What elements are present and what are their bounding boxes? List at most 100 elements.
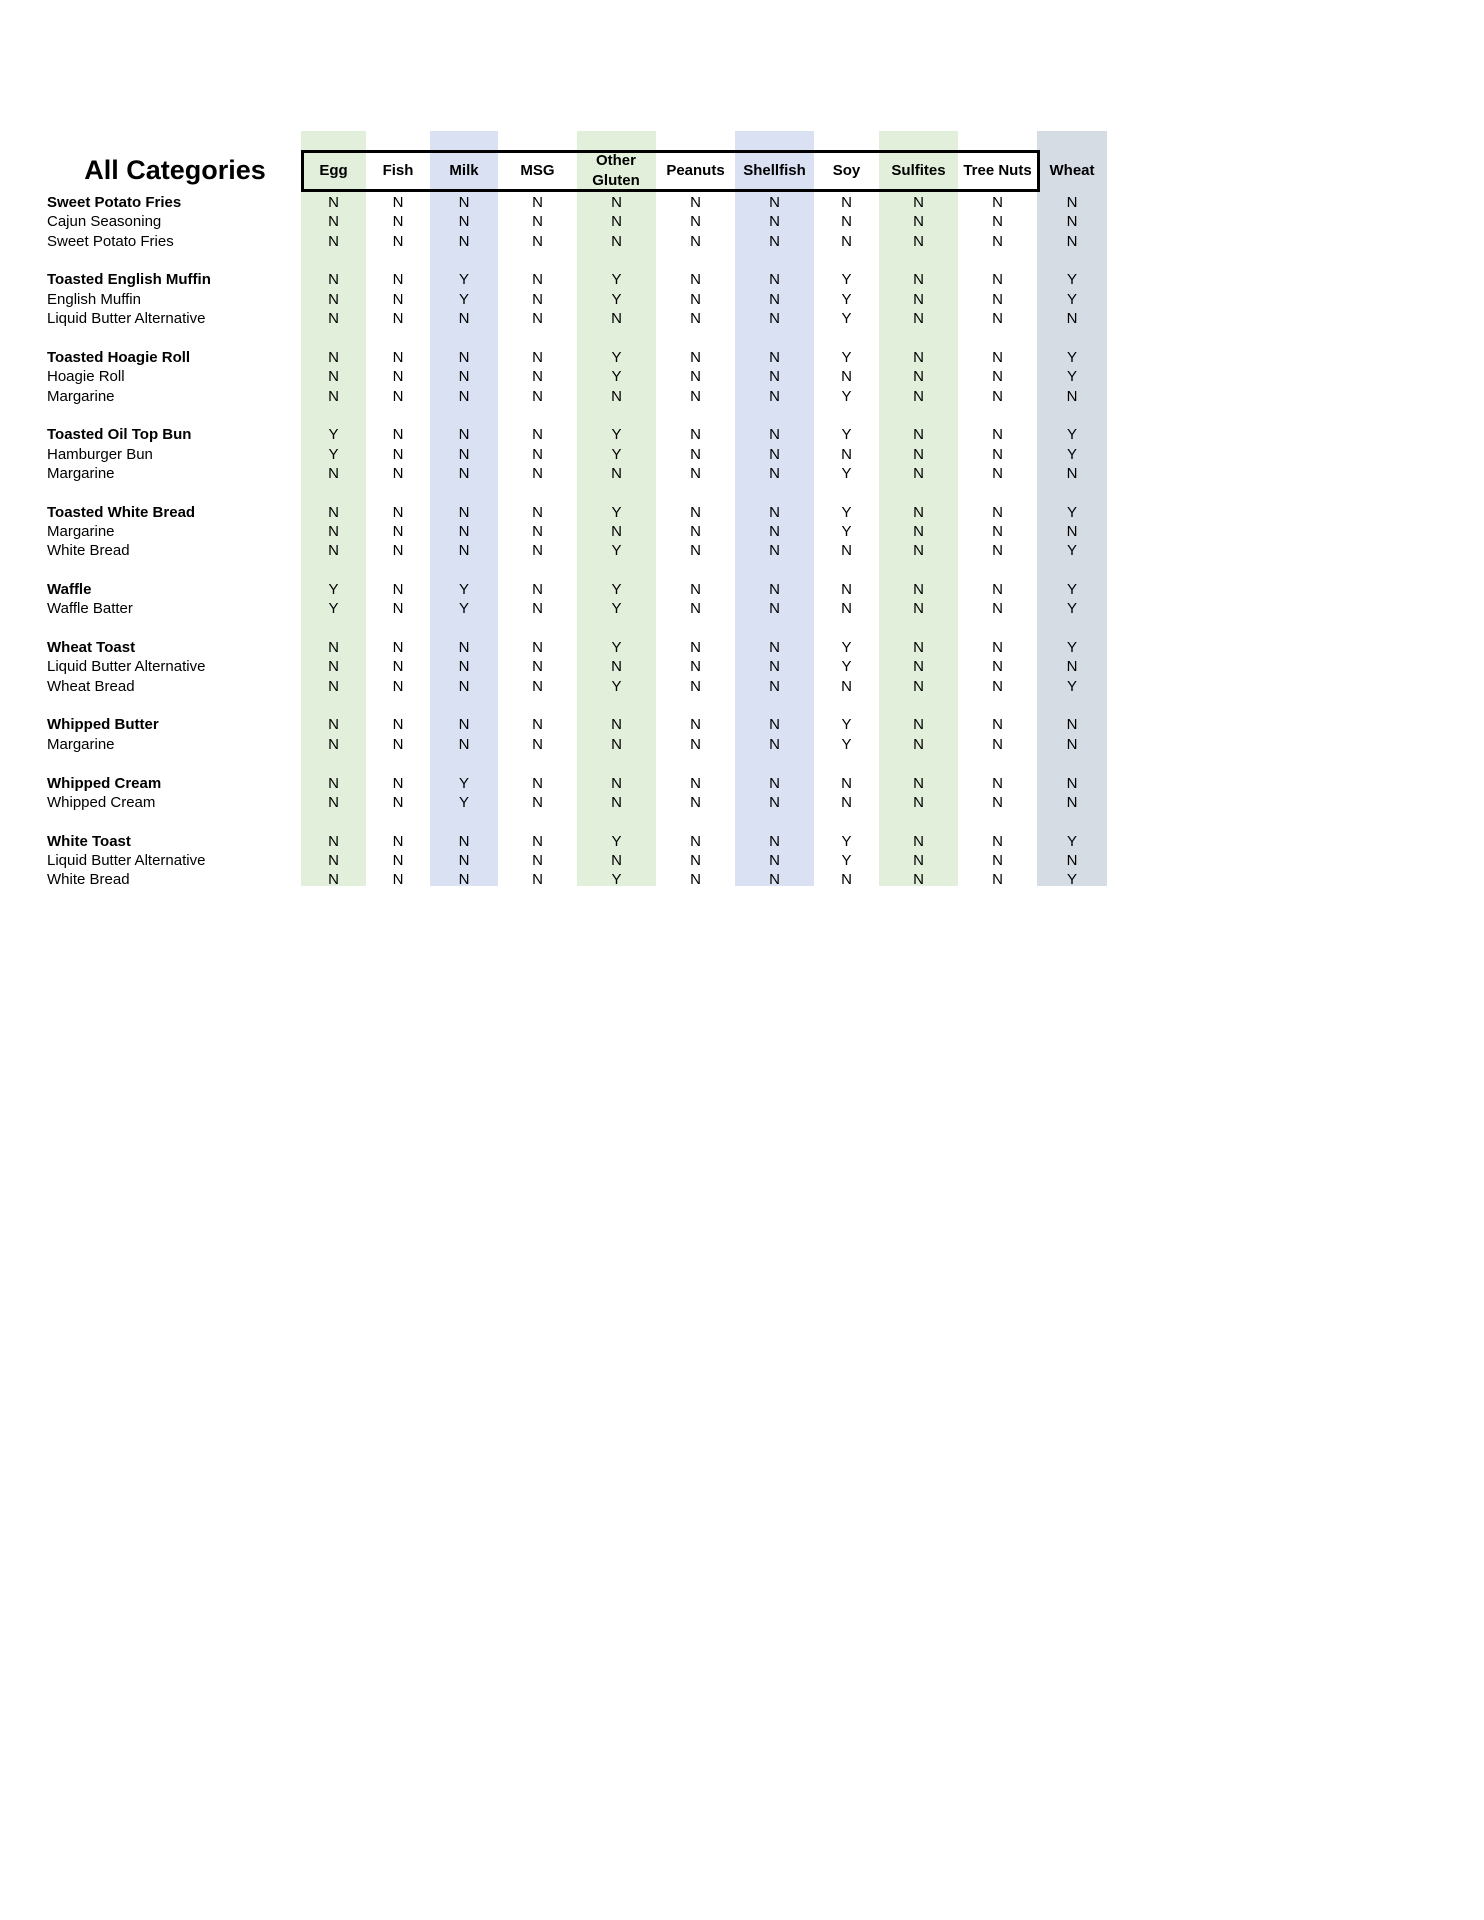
allergen-cell: N bbox=[392, 194, 404, 211]
allergen-cell: N bbox=[1066, 522, 1078, 540]
allergen-cell: Y bbox=[841, 503, 852, 521]
allergen-cell: N bbox=[913, 677, 924, 695]
allergen-cell: N bbox=[992, 445, 1003, 463]
allergen-cell: N bbox=[992, 213, 1003, 231]
allergen-cell: N bbox=[769, 677, 780, 695]
allergen-cell: N bbox=[458, 832, 470, 850]
allergen-cell: N bbox=[690, 716, 701, 734]
ingredient-row: Liquid Butter Alternative N N N N N N N Y N N N bbox=[0, 657, 1120, 676]
allergen-cell: N bbox=[841, 793, 852, 811]
allergen-cell: N bbox=[992, 271, 1003, 289]
allergen-cell: N bbox=[690, 503, 701, 521]
allergen-cell: N bbox=[328, 368, 339, 386]
allergen-cell: N bbox=[913, 503, 924, 521]
allergen-cell: N bbox=[458, 348, 470, 366]
ingredient-row: Margarine N N N N N N N Y N N N bbox=[0, 522, 1120, 541]
allergen-cell: Y bbox=[1066, 677, 1077, 695]
allergen-cell: Y bbox=[841, 658, 852, 676]
allergen-cell: N bbox=[690, 232, 701, 250]
allergen-cell: N bbox=[992, 639, 1003, 657]
item-name: Whipped Cream bbox=[47, 793, 156, 811]
allergen-cell: N bbox=[841, 542, 852, 560]
allergen-cell: N bbox=[690, 677, 701, 695]
item-name: Whipped Cream bbox=[47, 774, 162, 792]
allergen-cell: N bbox=[913, 832, 924, 850]
column-band bbox=[577, 131, 656, 886]
allergen-cell: N bbox=[690, 639, 701, 657]
allergen-cell: N bbox=[458, 194, 470, 211]
item-name: Toasted White Bread bbox=[47, 503, 196, 521]
allergen-cell: N bbox=[458, 426, 470, 444]
allergen-cell: N bbox=[992, 368, 1003, 386]
allergen-cell: N bbox=[392, 600, 404, 618]
menu-item-row: Whipped Cream N N Y N N N N N N N N bbox=[0, 774, 1120, 793]
ingredient-row: Whipped Cream N N Y N N N N N N N N bbox=[0, 793, 1120, 812]
allergen-cell: Y bbox=[328, 426, 339, 444]
allergen-cell: N bbox=[913, 213, 924, 231]
allergen-cell: Y bbox=[611, 542, 622, 560]
allergen-cell: N bbox=[690, 445, 701, 463]
allergen-cell: N bbox=[532, 581, 543, 598]
allergen-cell: N bbox=[913, 348, 924, 366]
item-name: Margarine bbox=[47, 387, 115, 405]
allergen-cell: N bbox=[690, 542, 701, 560]
allergen-cell: N bbox=[392, 716, 404, 734]
item-name: Liquid Butter Alternative bbox=[47, 658, 206, 676]
allergen-cell: N bbox=[458, 213, 470, 231]
allergen-cell: N bbox=[532, 368, 543, 386]
allergen-cell: N bbox=[1066, 774, 1078, 792]
menu-item-row: Wheat Toast N N N N Y N N Y N N Y bbox=[0, 638, 1120, 657]
allergen-cell: Y bbox=[611, 348, 622, 366]
allergen-cell: N bbox=[992, 581, 1003, 598]
allergen-cell: N bbox=[328, 871, 339, 889]
allergen-cell: N bbox=[913, 735, 924, 753]
allergen-cell: Y bbox=[458, 290, 469, 308]
menu-item-row: White Toast N N N N Y N N Y N N Y bbox=[0, 832, 1120, 851]
allergen-cell: N bbox=[328, 639, 339, 657]
allergen-cell: N bbox=[458, 639, 470, 657]
allergen-cell: N bbox=[992, 348, 1003, 366]
allergen-cell: N bbox=[769, 503, 780, 521]
ingredient-row: Liquid Butter Alternative N N N N N N N Y N N N bbox=[0, 309, 1120, 328]
ingredient-row: English Muffin N N Y N Y N N Y N N Y bbox=[0, 290, 1120, 309]
allergen-cell: N bbox=[458, 310, 470, 328]
allergen-cell: N bbox=[458, 464, 470, 482]
allergen-cell: Y bbox=[841, 464, 852, 482]
allergen-cell: N bbox=[458, 871, 470, 889]
allergen-cell: N bbox=[328, 793, 339, 811]
allergen-cell: N bbox=[913, 639, 924, 657]
allergen-cell: N bbox=[328, 348, 339, 366]
allergen-cell: N bbox=[392, 232, 404, 250]
allergen-cell: N bbox=[913, 271, 924, 289]
allergen-cell: Y bbox=[1066, 832, 1077, 850]
allergen-cell: N bbox=[532, 851, 543, 869]
allergen-cell: Y bbox=[458, 600, 469, 618]
allergen-cell: N bbox=[532, 232, 543, 250]
allergen-cell: N bbox=[532, 348, 543, 366]
allergen-cell: Y bbox=[841, 387, 852, 405]
allergen-cell: N bbox=[690, 290, 701, 308]
allergen-cell: N bbox=[841, 232, 852, 250]
allergen-cell: N bbox=[328, 716, 339, 734]
allergen-cell: N bbox=[913, 774, 924, 792]
item-name: Cajun Seasoning bbox=[47, 213, 162, 231]
ingredient-row: Sweet Potato Fries N N N N N N N N N N N bbox=[0, 232, 1120, 251]
allergen-cell: N bbox=[1066, 658, 1078, 676]
allergen-cell: N bbox=[328, 310, 339, 328]
item-name: Wheat Bread bbox=[47, 677, 135, 695]
allergen-cell: N bbox=[392, 832, 404, 850]
allergen-cell: N bbox=[690, 851, 701, 869]
allergen-cell: N bbox=[690, 348, 701, 366]
allergen-cell: N bbox=[392, 735, 404, 753]
allergen-cell: N bbox=[458, 735, 470, 753]
allergen-cell: N bbox=[392, 368, 404, 386]
allergen-cell: N bbox=[769, 793, 780, 811]
allergen-cell: N bbox=[328, 832, 339, 850]
allergen-cell: N bbox=[458, 503, 470, 521]
allergen-cell: N bbox=[690, 871, 701, 889]
allergen-cell: N bbox=[769, 774, 780, 792]
allergen-cell: Y bbox=[1066, 348, 1077, 366]
allergen-cell: N bbox=[913, 851, 924, 869]
allergen-cell: Y bbox=[841, 716, 852, 734]
allergen-cell: N bbox=[392, 271, 404, 289]
